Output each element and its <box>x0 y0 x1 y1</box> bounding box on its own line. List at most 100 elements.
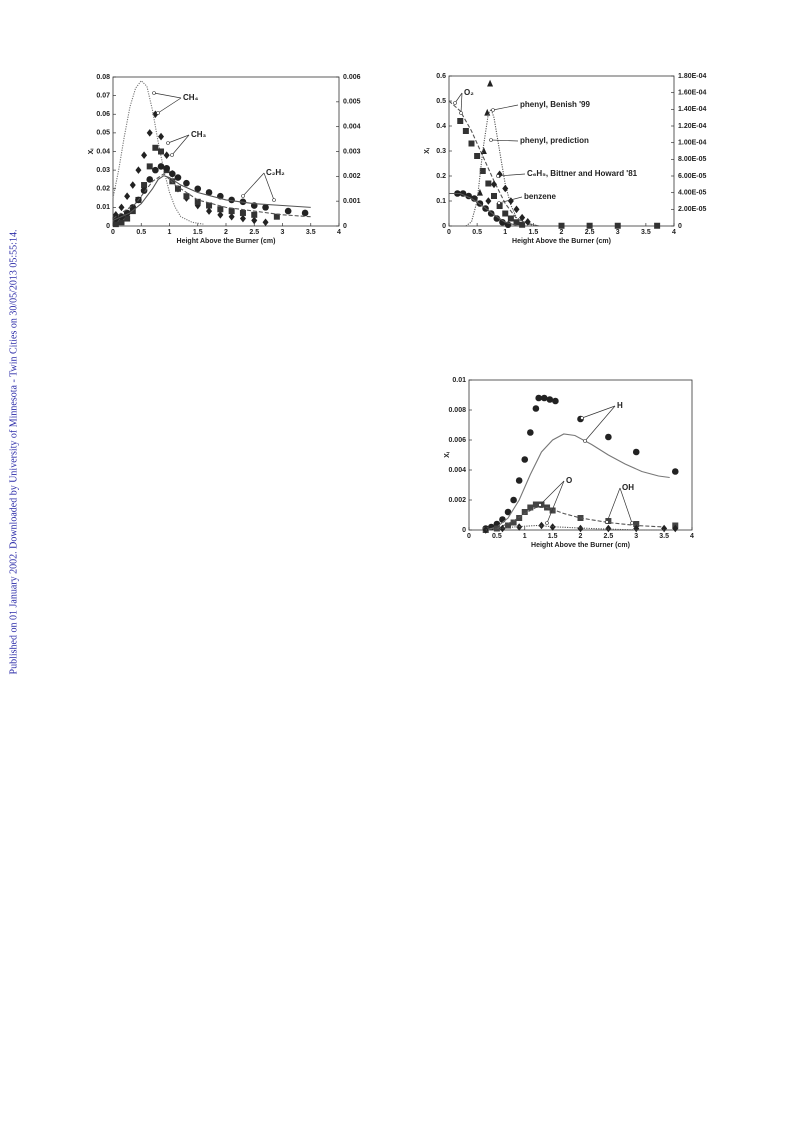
annotation-arrow <box>584 405 616 442</box>
data-point <box>521 456 529 463</box>
annotation: C₆H₅, Bittner and Howard '81 <box>527 169 638 178</box>
data-point <box>532 405 540 412</box>
x-tick-label: 0.5 <box>472 229 482 236</box>
x-tick-label: 2 <box>579 533 583 540</box>
x-tick-label: 1.5 <box>193 229 203 236</box>
data-point <box>513 205 520 214</box>
x-tick-label: 1 <box>503 229 507 236</box>
data-point <box>605 433 612 441</box>
data-point <box>124 192 131 200</box>
data-point <box>614 222 621 229</box>
data-point <box>510 496 517 504</box>
data-point <box>146 176 154 183</box>
annotation-arrow <box>157 97 182 114</box>
arrow-head <box>491 108 495 112</box>
data-point <box>577 524 584 533</box>
arrow-head <box>152 91 156 95</box>
data-point <box>513 219 520 226</box>
y-tick-label: 0.3 <box>436 148 446 155</box>
data-point <box>546 396 554 403</box>
y2-tick-label: 0.003 <box>343 148 361 155</box>
annotation: benzene <box>524 192 557 201</box>
data-point <box>491 180 497 189</box>
arrow-head <box>545 521 549 525</box>
data-point <box>262 218 269 227</box>
annotation: CH₃ <box>191 130 207 139</box>
annotation-arrow <box>539 480 565 506</box>
data-point <box>504 508 512 516</box>
y-axis-label: Xᵢ <box>88 149 95 155</box>
model-line <box>112 173 311 220</box>
data-point <box>251 216 258 225</box>
annotation-arrow <box>498 196 523 204</box>
data-point <box>479 168 486 174</box>
data-point <box>535 394 542 402</box>
annotation-arrow <box>497 173 526 177</box>
data-point <box>605 524 612 533</box>
data-point <box>228 212 235 221</box>
annotation-arrow <box>263 172 275 201</box>
chart: 0 0.5 1 1.5 2 2.5 3 3.5 400.010.020.030.040.050.… <box>88 74 361 245</box>
data-point <box>521 509 528 515</box>
data-point <box>146 129 153 137</box>
annotation-arrow <box>460 92 463 114</box>
x-tick-label: 3 <box>616 229 620 236</box>
x-axis-label: Height Above the Burner (cm) <box>512 238 611 245</box>
data-point <box>519 221 526 228</box>
data-point <box>633 521 640 527</box>
model-line <box>449 192 517 226</box>
data-point <box>558 222 565 229</box>
arrow-head <box>497 201 501 205</box>
arrow-head <box>166 141 170 145</box>
model-line <box>112 175 311 221</box>
data-point <box>527 504 534 511</box>
x-tick-label: 3 <box>634 533 638 540</box>
annotation-arrow <box>619 487 633 524</box>
arrow-head <box>156 111 160 115</box>
data-point <box>507 197 514 205</box>
annotation-arrow <box>606 487 621 523</box>
y-tick-label: 0 <box>442 223 446 230</box>
y2-tick-label: 1.20E-04 <box>678 123 707 130</box>
data-point <box>152 166 159 174</box>
data-point <box>262 204 269 211</box>
annotation-arrow <box>171 134 190 156</box>
data-point <box>194 198 201 205</box>
annotation-arrow <box>546 480 565 524</box>
y-tick-label: 0.6 <box>436 73 446 80</box>
x-tick-label: 2.5 <box>585 229 595 236</box>
annotation: O <box>566 476 572 485</box>
model-line <box>485 524 670 531</box>
data-point <box>515 477 523 484</box>
data-point <box>493 215 501 222</box>
data-point <box>217 206 224 213</box>
model-line <box>485 433 670 531</box>
x-tick-label: 3.5 <box>306 229 316 236</box>
data-point <box>485 197 492 205</box>
data-point <box>140 187 148 194</box>
chart: 0 0.5 1 1.5 2 2.5 3 3.5 400.10.20.30.40.50.602.0… <box>424 73 707 245</box>
data-point <box>532 501 539 508</box>
data-point <box>124 215 131 222</box>
data-point <box>163 164 170 172</box>
y2-tick-label: 0 <box>343 223 347 230</box>
data-point <box>206 202 213 209</box>
y-tick-label: 0.01 <box>96 204 110 211</box>
data-point <box>169 178 176 185</box>
arrow-head <box>459 111 463 115</box>
y2-tick-label: 1.00E-04 <box>678 140 707 147</box>
y-tick-label: 0.01 <box>452 377 466 384</box>
arrow-head <box>630 521 634 525</box>
annotation: H <box>617 401 623 410</box>
data-point <box>661 524 668 533</box>
arrow-head <box>580 416 584 420</box>
data-point <box>228 208 235 215</box>
data-point <box>516 523 523 531</box>
x-tick-label: 0.5 <box>136 229 146 236</box>
x-tick-label: 3.5 <box>641 229 651 236</box>
arrow-head <box>605 520 609 524</box>
arrow-head <box>489 138 493 142</box>
data-point <box>239 214 246 223</box>
x-tick-label: 1.5 <box>529 229 539 236</box>
annotation-arrow <box>490 139 519 142</box>
